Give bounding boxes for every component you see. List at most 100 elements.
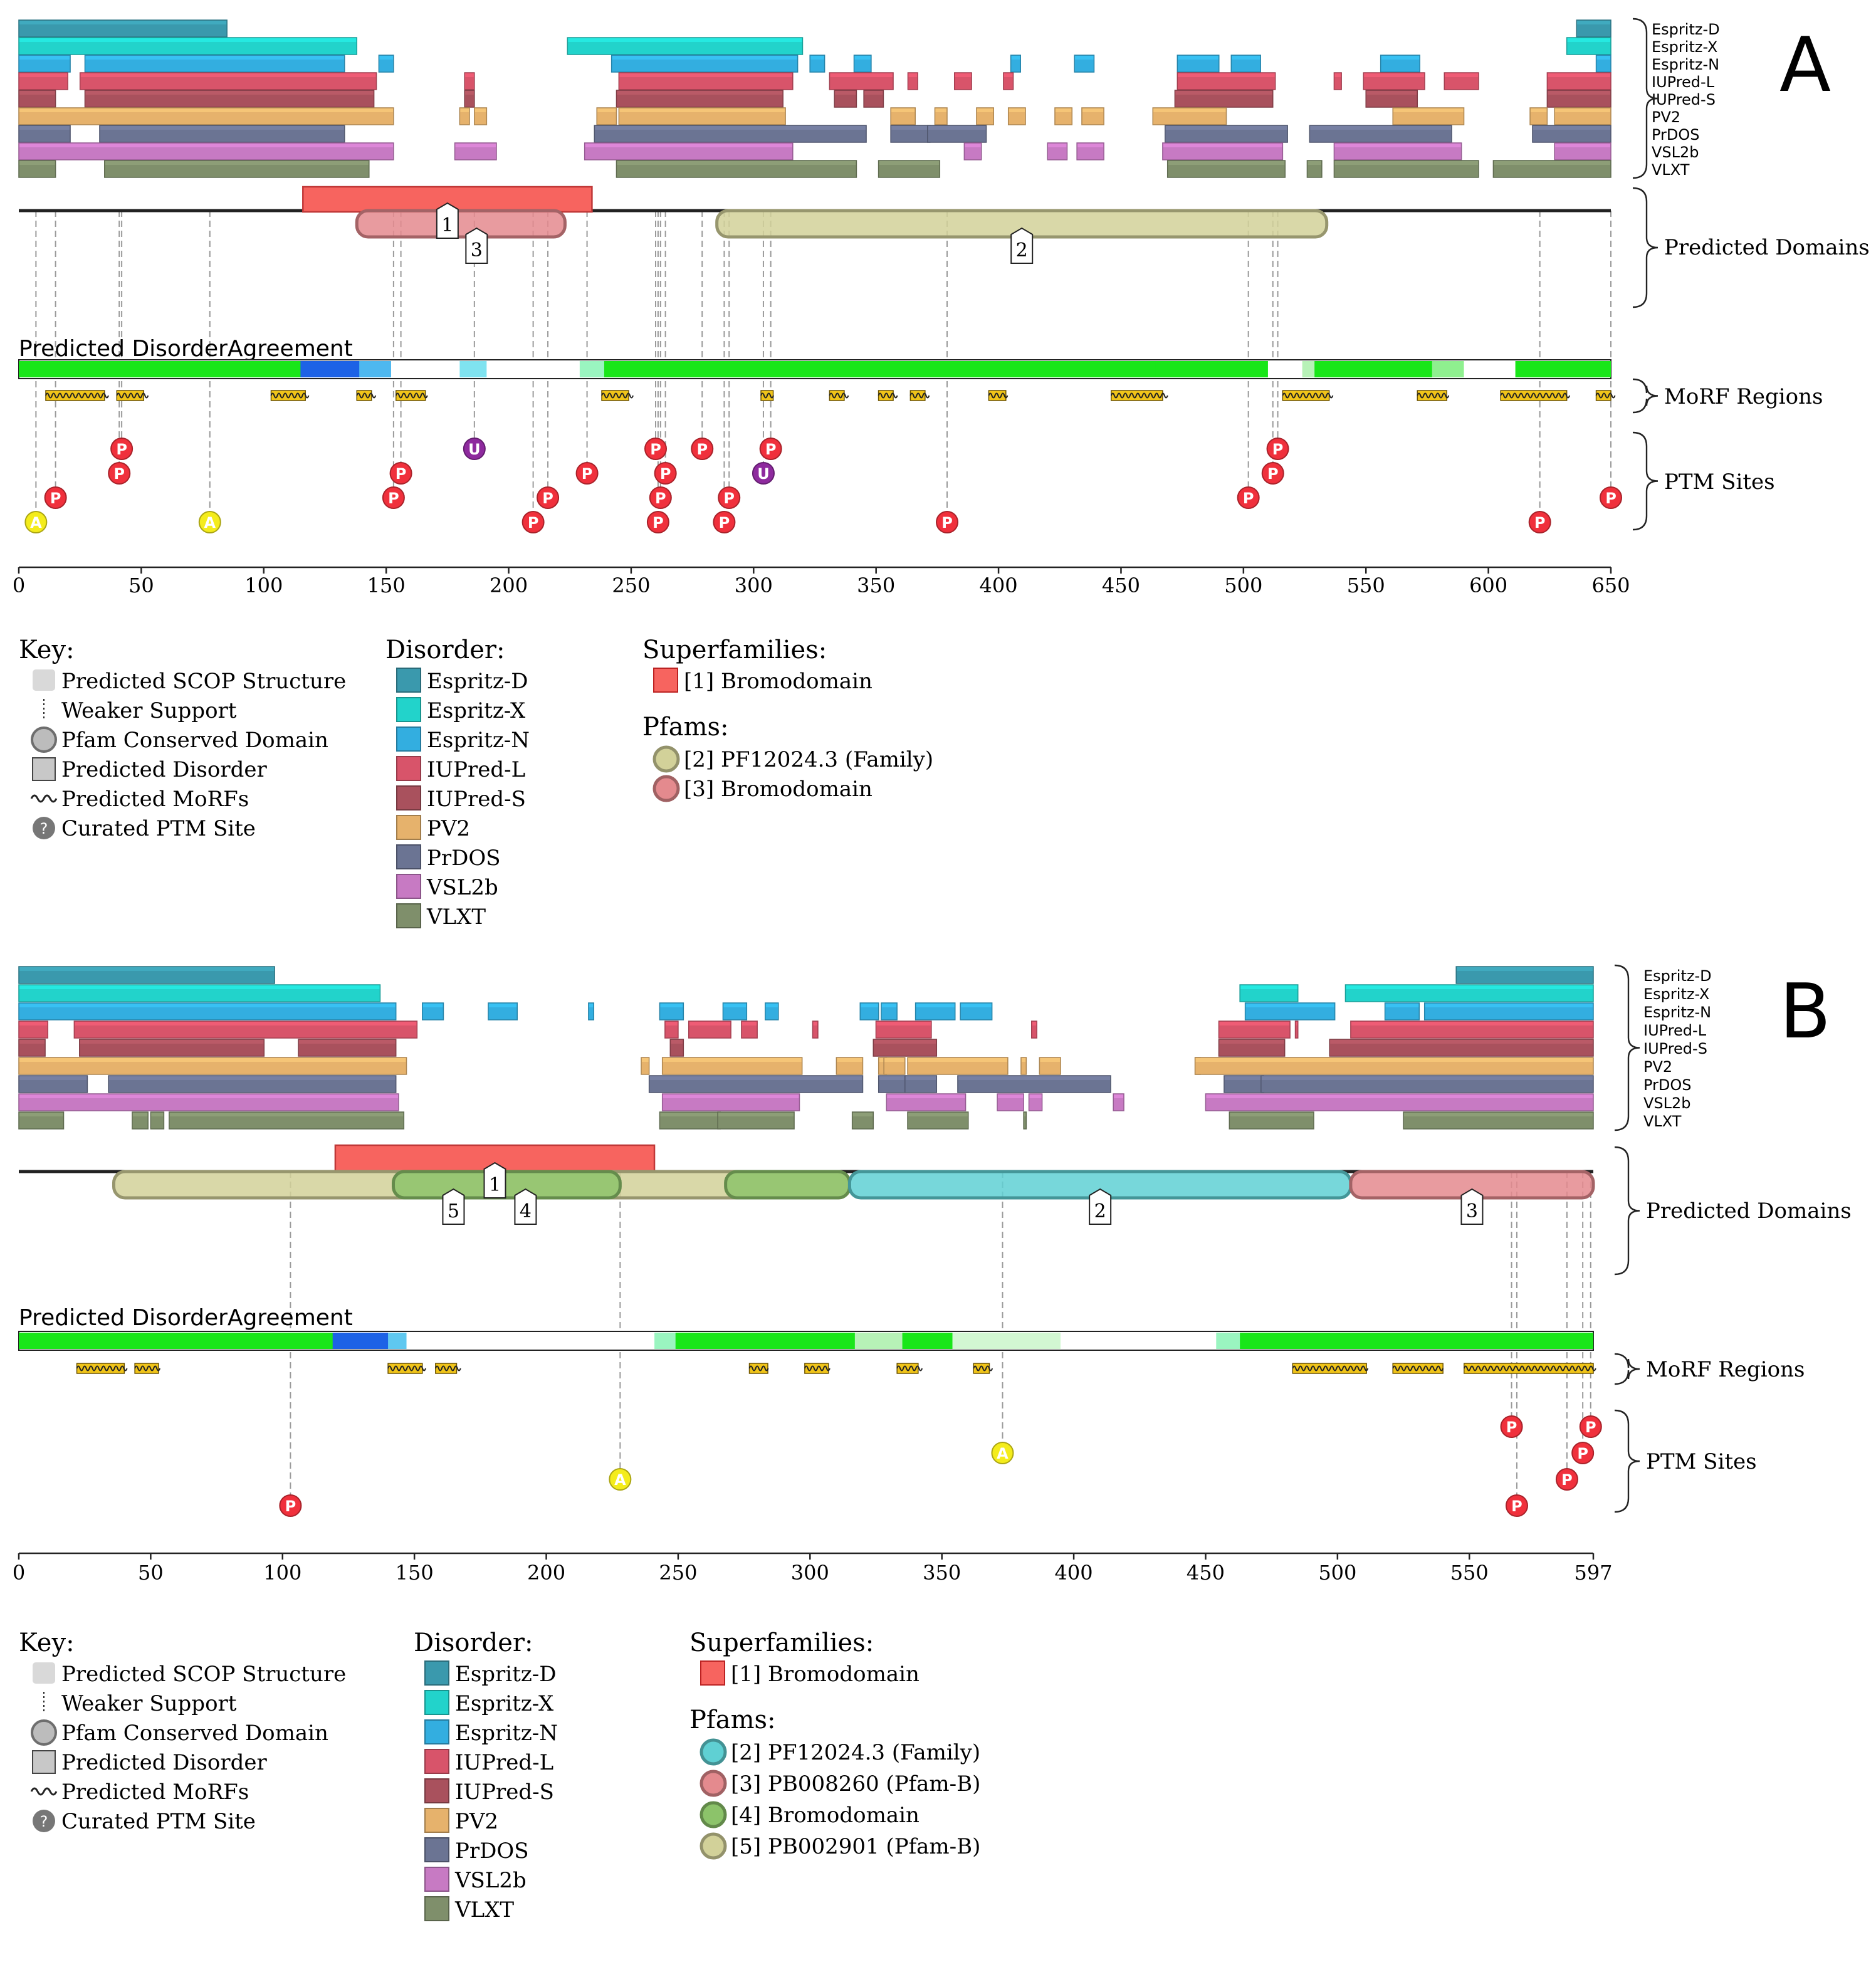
disorder-track-highlight <box>105 161 369 165</box>
ptm-site-letter: P <box>941 514 953 532</box>
ptm-site-marker <box>644 438 667 460</box>
morf-wave <box>1500 392 1571 399</box>
ptm-site-letter: P <box>660 465 671 483</box>
x-axis-tick-label: 0 <box>13 574 25 597</box>
disorder-track-highlight <box>1240 985 1297 989</box>
pfam-legend-label: [2] PF12024.3 (Family) <box>731 1740 980 1765</box>
ptm-site-marker <box>1505 1494 1528 1517</box>
key-title: Key: <box>19 1629 75 1657</box>
disorder-track-highlight <box>589 1004 594 1007</box>
superfamilies-title: Superfamilies: <box>689 1629 874 1657</box>
ptm-site-letter: P <box>1585 1419 1596 1436</box>
x-axis-tick-label: 500 <box>1224 574 1262 597</box>
disorder-track-highlight <box>19 1076 87 1080</box>
disorder-legend-label: IUPred-L <box>455 1750 553 1775</box>
x-axis-tick-label: 200 <box>490 574 528 597</box>
disorder-track-highlight <box>585 144 792 147</box>
disorder-track-highlight <box>1296 1022 1297 1025</box>
morf-wave <box>1392 1365 1444 1372</box>
disorder-legend-swatch <box>396 903 421 928</box>
x-axis-tick-label: 150 <box>396 1561 434 1585</box>
key-morf-swatch <box>30 1787 58 1796</box>
disorder-track-highlight <box>19 1058 406 1062</box>
disorder-track-highlight <box>891 108 915 112</box>
track-label-prdos: PrDOS <box>1652 126 1700 144</box>
disorder-legend-title: Disorder: <box>414 1629 533 1657</box>
disorder-track-highlight <box>649 1076 862 1080</box>
disorder-agreement-segment <box>359 361 391 377</box>
disorder-track-highlight <box>765 1004 778 1007</box>
disorder-track-highlight <box>1307 161 1321 165</box>
disorder-track-highlight <box>1219 1022 1290 1025</box>
ptm-site-marker <box>521 511 545 533</box>
ptm-site-letter: P <box>542 490 553 507</box>
ptm-site-marker <box>1555 1468 1578 1491</box>
x-axis-tick-label: 200 <box>527 1561 565 1585</box>
disorder-track-highlight <box>1494 161 1610 165</box>
disorder-track-highlight <box>1334 144 1461 147</box>
disorder-track-highlight <box>1075 56 1094 60</box>
track-label-espritz-d: Espritz-D <box>1643 967 1712 985</box>
x-axis-tick-label: 250 <box>659 1561 697 1585</box>
track-label-pv2: PV2 <box>1643 1058 1672 1076</box>
x-axis-tick-label: 300 <box>791 1561 829 1585</box>
disorder-legend-swatch <box>424 1719 449 1744</box>
ptm-site-marker <box>1261 462 1284 485</box>
disorder-track-highlight <box>1029 1094 1042 1098</box>
panel-letter: B <box>1779 968 1831 1056</box>
disorder-agreement-segment <box>19 1333 335 1349</box>
disorder-track-highlight <box>1346 985 1593 989</box>
morf-region <box>270 390 306 401</box>
key-disorder-swatch <box>32 757 56 781</box>
x-axis-tick-label: 50 <box>128 574 154 597</box>
x-axis-tick-label: 100 <box>263 1561 301 1585</box>
ptm-site-marker <box>108 462 131 485</box>
ptm-site-letter: P <box>650 441 661 458</box>
morf-wave <box>829 392 849 399</box>
morf-region <box>601 390 629 401</box>
disorder-track-highlight <box>619 108 785 112</box>
x-axis-tick-label: 400 <box>980 574 1018 597</box>
disorder-track-highlight <box>1364 73 1425 77</box>
disorder-track-highlight <box>19 1022 48 1025</box>
disorder-track-highlight <box>663 1094 799 1098</box>
disorder-track-segment <box>588 1002 595 1020</box>
key-pfam-swatch <box>31 726 57 753</box>
disorder-agreement-segment <box>654 1333 678 1349</box>
disorder-track-highlight <box>663 1058 802 1062</box>
key-item-label: Curated PTM Site <box>61 816 256 841</box>
morf-wave <box>1282 392 1334 399</box>
disorder-track-highlight <box>80 73 376 77</box>
disorder-track-highlight <box>1168 161 1285 165</box>
ptm-site-marker <box>649 486 672 509</box>
morf-region <box>1282 390 1330 401</box>
key-item-label: Predicted MoRFs <box>61 787 249 812</box>
morf-wave <box>45 392 109 399</box>
disorder-legend-swatch <box>396 785 421 810</box>
disorder-track-highlight <box>879 1058 886 1062</box>
disorder-track-highlight <box>1178 56 1218 60</box>
disorder-legend-label: VLXT <box>454 1897 514 1922</box>
ptm-site-letter: P <box>1506 1419 1517 1436</box>
ptm-site-marker <box>537 486 560 509</box>
ptm-site-letter: P <box>1561 1471 1573 1489</box>
disorder-legend-label: Espritz-X <box>455 1691 554 1716</box>
disorder-track-highlight <box>85 91 374 95</box>
pfams-title: Pfams: <box>642 713 729 742</box>
disorder-track-highlight <box>908 1113 968 1116</box>
disorder-track-highlight <box>597 108 616 112</box>
disorder-legend-label: PrDOS <box>427 846 501 871</box>
disorder-track-highlight <box>1032 1022 1037 1025</box>
ptm-site-marker <box>1500 1415 1523 1438</box>
domain-flag <box>514 1188 537 1225</box>
disorder-track-highlight <box>455 144 496 147</box>
x-axis-tick-label: 50 <box>138 1561 164 1585</box>
key-disorder-swatch <box>32 1750 56 1774</box>
track-label-espritz-n: Espritz-N <box>1643 1004 1711 1021</box>
disorder-legend-swatch <box>396 874 421 899</box>
disorder-track-highlight <box>1077 144 1104 147</box>
disorder-legend-label: VSL2b <box>454 1868 527 1893</box>
disorder-track-highlight <box>1004 73 1013 77</box>
disorder-track-highlight <box>422 1004 443 1007</box>
key-item-label: Curated PTM Site <box>61 1809 256 1834</box>
